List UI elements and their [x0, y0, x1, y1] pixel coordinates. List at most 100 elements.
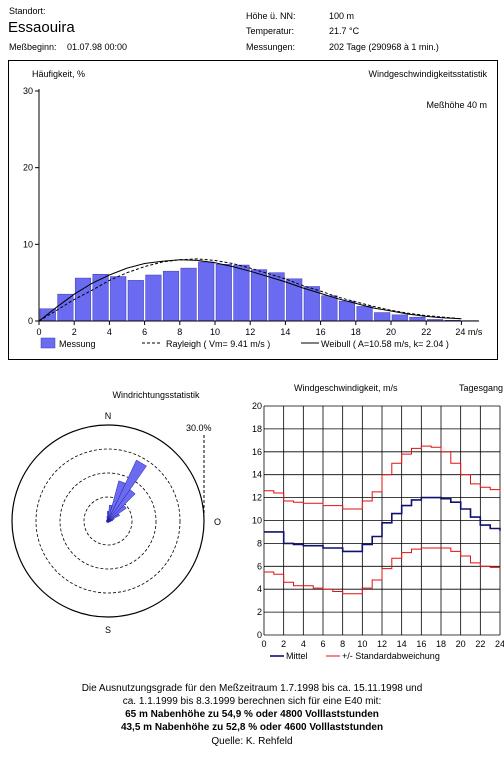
windrose-sector — [107, 459, 147, 522]
histogram-bar — [374, 312, 391, 322]
daily-xtick-label: 4 — [301, 639, 306, 649]
daily-ytick-label: 2 — [257, 607, 262, 617]
hoehe-label: Höhe ü. NN: — [246, 11, 296, 21]
daily-cycle-chart: Windgeschwindigkeit, m/s Tagesgang 0 2 4 6 8 10… — [252, 383, 504, 661]
daily-ytick-label: 8 — [257, 538, 262, 548]
histogram-xtick-label: 4 — [107, 327, 112, 337]
histogram-bar — [215, 264, 232, 322]
histogram-xtick-label: 24 m/s — [455, 327, 483, 337]
legend-messung-swatch — [40, 337, 56, 349]
daily-xtick-label: 18 — [436, 639, 446, 649]
footer-line-2: ca. 1.1.1999 bis 8.3.1999 berechnen sich… — [122, 696, 382, 707]
histogram-xtick-label: 2 — [72, 327, 77, 337]
histogram-bar — [162, 270, 180, 322]
histogram-bar — [303, 286, 320, 322]
histogram-bar — [356, 306, 373, 322]
histogram-xtick-label: 10 — [210, 327, 220, 337]
daily-ytick-label: 18 — [252, 424, 262, 434]
histogram-bar — [127, 280, 144, 322]
messungen-label: Messungen: — [246, 42, 296, 52]
histogram-xtick-label: 8 — [177, 327, 182, 337]
footer-line-3: 65 m Nabenhöhe zu 54,9 % oder 4800 Volll… — [125, 709, 379, 720]
windrose-n-label: N — [105, 411, 112, 421]
daily-xtick-label: 22 — [475, 639, 485, 649]
daily-xtick-label: 14 — [397, 639, 407, 649]
histogram-title: Windgeschwindigkeitsstatistik — [368, 69, 487, 79]
histogram-xtick-label: 16 — [316, 327, 326, 337]
histogram-bar — [110, 276, 127, 322]
windrose-ring — [83, 496, 133, 546]
daily-title: Tagesgang — [459, 383, 503, 393]
histogram-bar — [268, 272, 285, 322]
daily-ytick-label: 16 — [252, 447, 262, 457]
weibull-curve — [38, 259, 462, 322]
histogram-panel: Häufigkeit, % Windgeschwindigkeitsstatist… — [8, 60, 498, 360]
hoehe-value: 100 m — [329, 11, 355, 21]
daily-ytick-label: 0 — [257, 630, 262, 640]
messbeginn-label: Meßbeginn: — [9, 42, 57, 52]
messbeginn-value: 01.07.98 00:00 — [67, 42, 128, 52]
windrose-title: Windrichtungsstatistik — [112, 390, 200, 400]
histogram-xtick-label: 0 — [36, 327, 41, 337]
daily-std-line — [264, 445, 501, 510]
daily-xtick-label: 16 — [416, 639, 426, 649]
histogram-bar — [39, 308, 56, 322]
histogram-bar — [250, 269, 268, 322]
histogram-ytick-label: 30 — [23, 86, 33, 96]
daily-mean-line — [264, 496, 501, 553]
histogram-xtick-label: 14 — [280, 327, 290, 337]
windrose-s-label: S — [105, 625, 111, 635]
footer-source: Quelle: K. Rehfeld — [211, 736, 293, 747]
daily-ytick-label: 20 — [252, 401, 262, 411]
histogram-xtick-label: 6 — [142, 327, 147, 337]
daily-xtick-label: 20 — [456, 639, 466, 649]
histogram-bar — [198, 261, 215, 322]
histogram-ytick-label: 10 — [23, 239, 33, 249]
histogram-ytick-label: 20 — [23, 163, 33, 173]
footer-line-4: 43,5 m Nabenhöhe zu 52,8 % oder 4600 Vol… — [120, 722, 384, 733]
histogram-bar — [180, 267, 197, 322]
windrose-ring — [59, 472, 157, 570]
histogram-bar — [92, 273, 109, 322]
daily-xtick-label: 6 — [320, 639, 325, 649]
histogram-ylabel: Häufigkeit, % — [32, 69, 85, 79]
footer-line-1: Die Ausnutzungsgrade für den Meßzeitraum… — [81, 683, 423, 694]
legend-messung-label: Messung — [59, 339, 96, 349]
legend-weibull-label: Weibull ( A=10.58 m/s, k= 2.04 ) — [321, 339, 449, 349]
histogram-bar — [409, 316, 426, 322]
wind-rose-chart: Windrichtungsstatistik N O S 30.0% — [11, 390, 221, 635]
daily-ytick-label: 6 — [257, 561, 262, 571]
legend-std-label: +/- Standardabweichung — [342, 651, 440, 661]
histogram-subtitle: Meßhöhe 40 m — [426, 100, 487, 110]
daily-ylabel: Windgeschwindigkeit, m/s — [294, 383, 398, 393]
temperatur-label: Temperatur: — [246, 26, 295, 36]
histogram-bar — [74, 277, 92, 322]
histogram-bar — [145, 274, 162, 322]
temperatur-value: 21.7 °C — [329, 26, 360, 36]
histogram-xtick-label: 18 — [351, 327, 361, 337]
daily-xtick-label: 10 — [357, 639, 367, 649]
daily-ytick-label: 4 — [257, 584, 262, 594]
histogram-xtick-label: 12 — [245, 327, 255, 337]
legend-mittel-label: Mittel — [286, 651, 308, 661]
legend-rayleigh-label: Rayleigh ( Vm= 9.41 m/s ) — [166, 339, 270, 349]
histogram-chart: Häufigkeit, % Windgeschwindigkeitsstatist… — [23, 69, 488, 349]
daily-xtick-label: 12 — [377, 639, 387, 649]
daily-ytick-label: 12 — [252, 493, 262, 503]
histogram-bar — [233, 264, 250, 322]
daily-xtick-label: 0 — [261, 639, 266, 649]
histogram-bar — [321, 295, 338, 322]
histogram-xtick-label: 20 — [386, 327, 396, 337]
windrose-o-label: O — [214, 517, 221, 527]
windrose-sector — [106, 515, 109, 522]
histogram-xtick-label: 22 — [421, 327, 431, 337]
site-name: Essaouira — [8, 19, 75, 36]
rayleigh-curve — [38, 258, 462, 322]
histogram-bar — [391, 314, 408, 322]
histogram-bar — [57, 293, 74, 322]
daily-xtick-label: 8 — [340, 639, 345, 649]
daily-ytick-label: 14 — [252, 470, 262, 480]
windrose-ring — [35, 448, 181, 594]
messungen-value: 202 Tage (290968 à 1 min.) — [329, 42, 439, 52]
windrose-ring-label: 30.0% — [186, 423, 212, 433]
